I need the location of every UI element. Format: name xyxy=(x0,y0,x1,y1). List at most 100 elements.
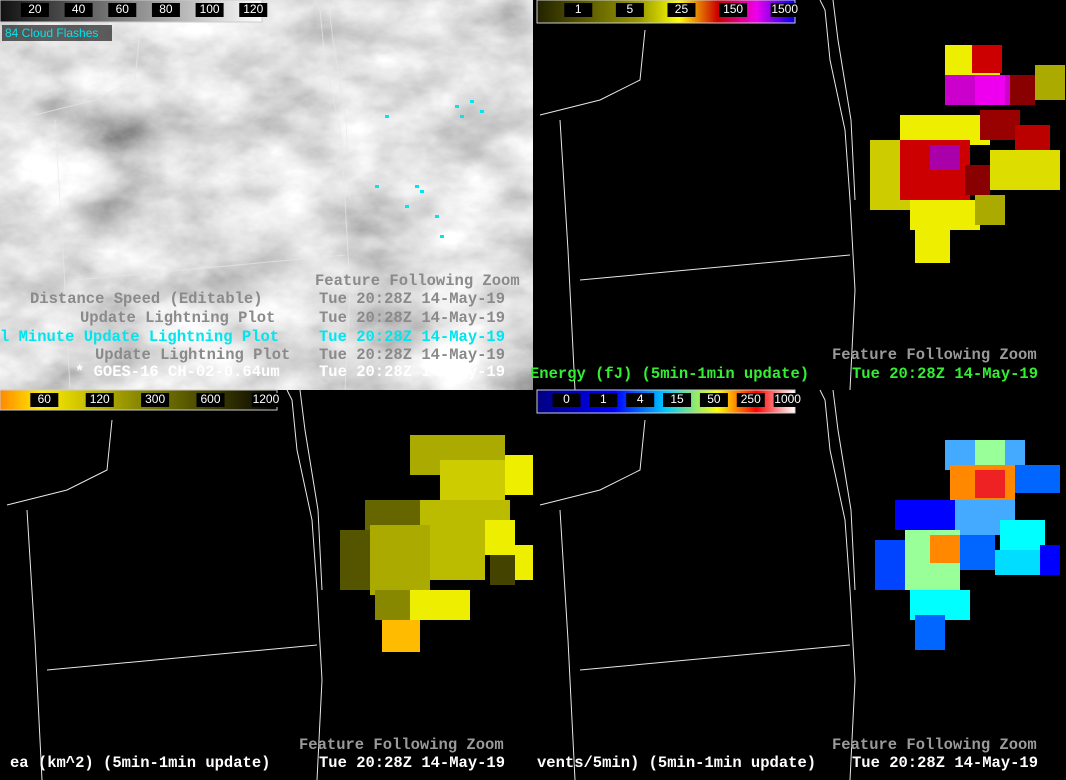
colorbar-label-bg xyxy=(615,3,644,17)
grid-cell xyxy=(965,165,990,195)
grid-cell xyxy=(990,150,1060,190)
grid-cell xyxy=(1035,65,1065,100)
colorbar-label-bg xyxy=(195,3,224,17)
grid-cells xyxy=(340,45,1065,652)
colorbar-label: 1000 xyxy=(774,392,801,406)
flash-dot xyxy=(455,105,459,108)
colorbar-label-bg xyxy=(564,3,593,17)
flash-dot xyxy=(405,205,409,208)
grid-cell xyxy=(1015,465,1060,493)
grid-cell xyxy=(505,455,533,495)
colorbar-label: 20 xyxy=(28,2,42,16)
colorbar-label-bg xyxy=(196,393,225,407)
colorbar-label: 250 xyxy=(741,392,761,406)
grid-cell xyxy=(1010,75,1035,105)
legend-time: Tue 20:28Z 14-May-19 xyxy=(319,754,505,772)
colorbar-label: 1 xyxy=(600,392,607,406)
colorbar-label-bg xyxy=(64,3,93,17)
colorbar-label: 120 xyxy=(243,2,263,16)
colorbar-label-bg xyxy=(773,393,802,407)
flash-dot xyxy=(385,115,389,118)
grid-cell xyxy=(382,620,420,652)
grid-cell xyxy=(915,230,950,263)
colorbar-label-bg xyxy=(699,393,728,407)
colorbar-label-bg xyxy=(552,393,581,407)
legend-time: Tue 20:28Z 14-May-19 xyxy=(319,363,505,381)
grid-cell xyxy=(370,525,430,595)
colorbar-label: 1200 xyxy=(253,392,280,406)
colorbar-label-bg xyxy=(141,393,170,407)
grid-cell xyxy=(995,550,1045,575)
legend-label: vents/5min) (5min-1min update) xyxy=(537,754,816,772)
grid-cell xyxy=(895,500,955,530)
grid-cell xyxy=(975,440,1005,465)
colorbar-label: 0 xyxy=(563,392,570,406)
legend-label: Distance Speed (Editable) xyxy=(30,290,263,308)
colorbar-label-bg xyxy=(667,3,696,17)
colorbar-label: 40 xyxy=(72,2,86,16)
legend-time: Tue 20:28Z 14-May-19 xyxy=(319,346,505,364)
colorbar-label-bg xyxy=(108,3,137,17)
colorbar-label: 60 xyxy=(38,392,52,406)
colorbar-label: 15 xyxy=(670,392,684,406)
grid-cell xyxy=(515,545,533,580)
colorbar-label: 25 xyxy=(675,2,689,16)
legend-label: * GOES-16 CH-02-0.64um xyxy=(75,363,280,381)
colorbar-label: 60 xyxy=(116,2,130,16)
flash-dot xyxy=(460,115,464,118)
colorbar-label-bg xyxy=(589,393,618,407)
flash-dot xyxy=(480,110,484,113)
colorbar-label-bg xyxy=(736,393,765,407)
map-overlay xyxy=(539,0,856,391)
colorbar-label: 1 xyxy=(575,2,582,16)
colorbar-label-bg xyxy=(251,393,280,407)
legend-label: Energy (fJ) (5min-1min update) xyxy=(530,365,809,383)
legend-label: ea (km^2) (5min-1min update) xyxy=(10,754,270,772)
legend-time: Tue 20:28Z 14-May-19 xyxy=(319,290,505,308)
map-overlay xyxy=(6,389,323,780)
flash-dot xyxy=(415,185,419,188)
legend-label: Feature Following Zoom xyxy=(299,736,504,754)
flash-dot xyxy=(470,100,474,103)
colorbar-label: 80 xyxy=(159,2,173,16)
legend-time: Tue 20:28Z 14-May-19 xyxy=(319,309,505,327)
legend-label: Update Lightning Plot xyxy=(80,309,275,327)
legend-time: Tue 20:28Z 14-May-19 xyxy=(319,328,505,346)
grid-cell xyxy=(410,590,470,620)
flash-dot xyxy=(420,190,424,193)
colorbar-label-bg xyxy=(30,393,59,407)
colorbar-label: 150 xyxy=(723,2,743,16)
grid-cell xyxy=(930,145,960,170)
grid-cell xyxy=(1000,520,1045,550)
flash-dot xyxy=(435,215,439,218)
colorbar-label: 4 xyxy=(637,392,644,406)
grid-cell xyxy=(975,75,1005,105)
grid-cell xyxy=(1040,545,1060,575)
legend-label: l Minute Update Lightning Plot xyxy=(0,328,279,346)
colorbar-label-bg xyxy=(626,393,655,407)
grid-cell xyxy=(980,110,1020,140)
colorbar-label: 50 xyxy=(707,392,721,406)
legend-time: Tue 20:28Z 14-May-19 xyxy=(852,754,1038,772)
colorbar-label: 600 xyxy=(201,392,221,406)
legend-label: Update Lightning Plot xyxy=(95,346,290,364)
colorbar-label: 1500 xyxy=(771,2,798,16)
grid-cell xyxy=(340,530,375,590)
legend-label: Feature Following Zoom xyxy=(832,346,1037,364)
grid-cell xyxy=(972,45,1002,73)
colorbar-label-bg xyxy=(151,3,180,17)
flash-dot xyxy=(440,235,444,238)
colorbar-label-bg xyxy=(663,393,692,407)
colorbar-label: 300 xyxy=(145,392,165,406)
grid-cell xyxy=(975,195,1005,225)
grid-cell xyxy=(915,615,945,650)
grid-cell xyxy=(975,470,1005,498)
colorbar-label-bg xyxy=(85,393,114,407)
colorbar-label: 100 xyxy=(200,2,220,16)
grid-cell xyxy=(430,520,485,580)
grid-cell xyxy=(485,520,515,555)
grid-cell xyxy=(930,535,960,563)
grid-cell xyxy=(440,460,505,500)
